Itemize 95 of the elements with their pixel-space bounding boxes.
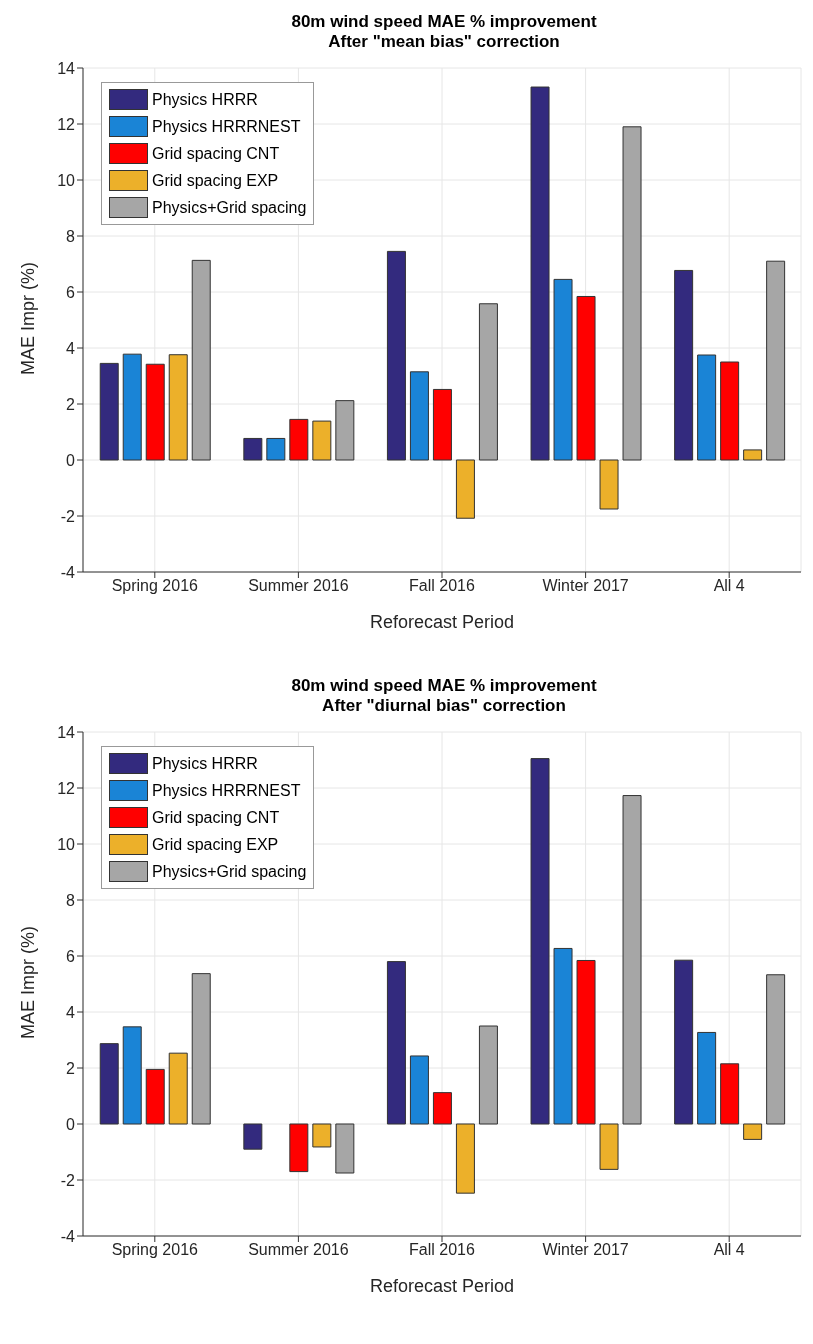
y-tick-label: 12 — [57, 779, 76, 797]
bar — [553, 278, 573, 461]
y-tick-label: 14 — [57, 723, 76, 741]
bar — [743, 449, 763, 461]
bar — [266, 437, 286, 461]
y-tick-label: 10 — [57, 171, 76, 189]
x-tick-label: Fall 2016 — [409, 1241, 476, 1259]
bar — [576, 959, 596, 1125]
bar — [145, 363, 165, 461]
bar — [622, 795, 642, 1125]
bar — [697, 1031, 717, 1125]
bar — [720, 361, 740, 461]
bar — [386, 961, 406, 1125]
x-tick-label: Summer 2016 — [248, 577, 349, 595]
x-tick-label: All 4 — [713, 577, 745, 595]
y-tick-label: 8 — [66, 227, 76, 245]
bar — [335, 1123, 355, 1174]
bar — [243, 1123, 263, 1150]
bar — [243, 437, 263, 461]
legend-label: Physics HRRRNEST — [152, 781, 301, 800]
y-tick-label: 4 — [66, 339, 76, 357]
bar — [478, 1025, 498, 1125]
bar — [478, 303, 498, 461]
bar — [720, 1063, 740, 1125]
x-axis-title: Reforecast Period — [369, 612, 515, 632]
x-tick-label: Summer 2016 — [248, 1241, 349, 1259]
bar — [530, 86, 550, 461]
y-tick-label: 6 — [66, 283, 76, 301]
bar — [432, 388, 452, 461]
legend-label: Physics+Grid spacing — [152, 862, 307, 881]
bar — [576, 295, 596, 461]
x-tick-label: All 4 — [713, 1241, 745, 1259]
bar — [622, 126, 642, 461]
bar — [386, 250, 406, 461]
bar — [743, 1123, 763, 1140]
bar — [168, 1052, 188, 1125]
y-axis-title: MAE Impr (%) — [18, 261, 39, 375]
legend-label: Grid spacing CNT — [152, 808, 280, 827]
bar — [191, 973, 211, 1125]
bar — [599, 459, 619, 510]
bar — [766, 260, 786, 461]
bar — [409, 371, 429, 461]
y-tick-label: 6 — [66, 947, 76, 965]
bar — [289, 1123, 309, 1173]
bar — [168, 354, 188, 461]
y-tick-label: -4 — [60, 563, 76, 581]
bar — [553, 947, 573, 1125]
x-tick-label: Winter 2017 — [542, 577, 629, 595]
y-tick-label: 4 — [66, 1003, 76, 1021]
y-axis-title: MAE Impr (%) — [18, 925, 39, 1039]
y-tick-label: 12 — [57, 115, 76, 133]
bar — [674, 959, 694, 1125]
y-tick-label: 0 — [66, 451, 76, 469]
bar — [766, 974, 786, 1125]
bar — [455, 459, 475, 519]
legend-label: Grid spacing EXP — [152, 835, 279, 854]
y-tick-label: 2 — [66, 1059, 76, 1077]
bar — [697, 354, 717, 461]
x-tick-label: Spring 2016 — [111, 1241, 199, 1259]
y-tick-label: 10 — [57, 835, 76, 853]
bar — [312, 420, 332, 461]
y-tick-label: 14 — [57, 59, 76, 77]
x-axis-title: Reforecast Period — [369, 1276, 515, 1296]
legend-label: Physics+Grid spacing — [152, 198, 307, 217]
bar — [530, 758, 550, 1125]
bar — [289, 418, 309, 461]
bar — [191, 259, 211, 461]
bar — [335, 400, 355, 461]
bar — [99, 362, 119, 461]
legend-label: Grid spacing CNT — [152, 144, 280, 163]
legend-label: Physics HRRR — [152, 754, 258, 773]
bar — [432, 1092, 452, 1125]
bar — [674, 269, 694, 461]
x-tick-label: Winter 2017 — [542, 1241, 629, 1259]
y-tick-label: 8 — [66, 891, 76, 909]
y-tick-label: -4 — [60, 1227, 76, 1245]
legend-label: Grid spacing EXP — [152, 171, 279, 190]
bar — [145, 1068, 165, 1125]
legend-label: Physics HRRRNEST — [152, 117, 301, 136]
y-tick-label: -2 — [60, 1171, 76, 1189]
bar — [312, 1123, 332, 1148]
bar — [455, 1123, 475, 1194]
chart-title: 80m wind speed MAE % improvement After "diurnal bias" correction — [290, 676, 598, 716]
bar — [99, 1043, 119, 1125]
bar — [409, 1055, 429, 1125]
chart-title: 80m wind speed MAE % improvement After "mean bias" correction — [290, 12, 598, 52]
y-tick-label: -2 — [60, 507, 76, 525]
bar — [122, 1026, 142, 1125]
legend-label: Physics HRRR — [152, 90, 258, 109]
y-tick-label: 0 — [66, 1115, 76, 1133]
bar — [599, 1123, 619, 1170]
x-tick-label: Spring 2016 — [111, 577, 199, 595]
y-tick-label: 2 — [66, 395, 76, 413]
x-tick-label: Fall 2016 — [409, 577, 476, 595]
bar — [122, 353, 142, 461]
